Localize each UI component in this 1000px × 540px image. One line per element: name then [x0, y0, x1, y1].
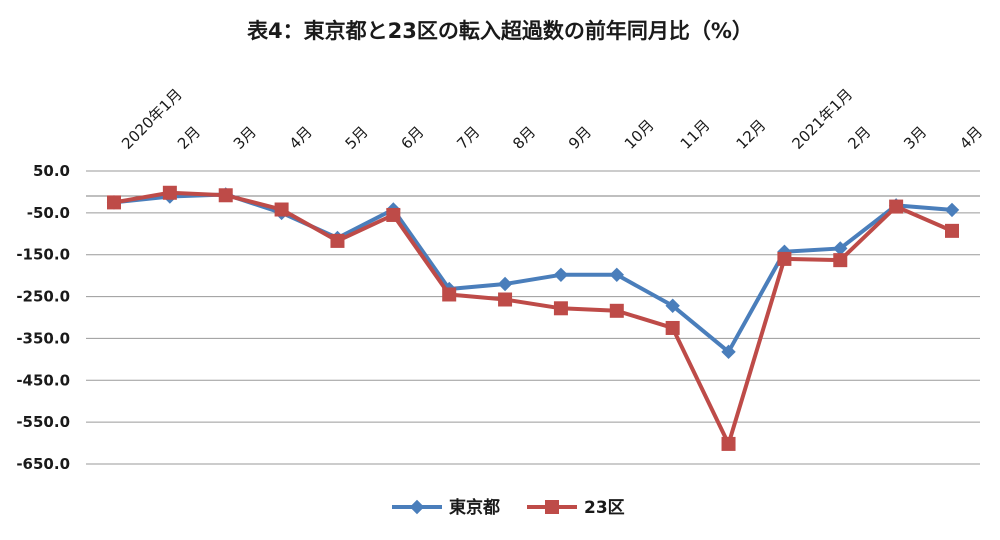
- x-tick-label: 3月: [900, 123, 930, 153]
- y-axis-ticks: 50.0 -50.0 -150.0 -250.0 -350.0 -450.0 -550.0 -…: [16, 162, 70, 473]
- data-point: [330, 233, 345, 248]
- legend-item: 東京都: [392, 497, 500, 518]
- data-point: [665, 320, 680, 335]
- y-tick-label: -150.0: [16, 246, 70, 264]
- legend-marker: [409, 499, 425, 515]
- x-tick-label: 7月: [453, 123, 483, 153]
- data-point: [777, 251, 792, 266]
- series-line: [113, 192, 953, 354]
- series-line: [113, 190, 953, 446]
- data-point: [721, 344, 736, 360]
- data-point: [442, 287, 457, 302]
- data-point: [498, 292, 513, 307]
- legend-marker: [545, 500, 559, 514]
- x-tick-label: 10月: [621, 116, 658, 153]
- data-point: [274, 202, 289, 217]
- data-point: [944, 202, 960, 218]
- series-layer: [106, 185, 960, 451]
- data-point: [386, 207, 401, 222]
- data-point: [609, 303, 624, 318]
- data-point: [497, 276, 513, 292]
- x-tick-label: 8月: [509, 123, 539, 153]
- data-point: [553, 267, 569, 283]
- y-tick-label: -250.0: [16, 288, 70, 306]
- data-point: [945, 223, 959, 238]
- x-tick-label: 2月: [844, 123, 874, 153]
- y-tick-label: -650.0: [16, 455, 70, 473]
- legend: 東京都 23区: [392, 497, 625, 518]
- data-point: [665, 298, 680, 313]
- y-tick-label: -550.0: [16, 413, 70, 431]
- data-point: [889, 199, 904, 214]
- x-tick-label: 3月: [230, 123, 260, 153]
- y-tick-label: 50.0: [33, 162, 70, 180]
- x-tick-label: 11月: [677, 116, 714, 153]
- y-tick-label: -50.0: [27, 204, 70, 222]
- x-tick-label: 9月: [565, 123, 595, 153]
- y-tick-label: -350.0: [16, 329, 70, 347]
- series-1: [106, 187, 960, 360]
- data-point: [162, 185, 177, 200]
- grid-lines: [86, 170, 980, 465]
- chart-title: 表4：東京都と23区の転入超過数の前年同月比（%）: [247, 19, 753, 43]
- series-2: [107, 185, 959, 451]
- data-point: [218, 188, 233, 203]
- x-tick-label: 2月: [174, 123, 204, 153]
- x-tick-label: 4月: [956, 123, 986, 153]
- legend-label: 23区: [584, 498, 625, 518]
- data-point: [833, 253, 848, 268]
- data-point: [609, 267, 625, 283]
- data-point: [721, 436, 736, 451]
- x-tick-label: 4月: [286, 123, 316, 153]
- x-tick-label: 6月: [397, 123, 427, 153]
- data-point: [553, 301, 568, 316]
- legend-label: 東京都: [449, 497, 500, 518]
- legend-item: 23区: [527, 498, 625, 518]
- x-tick-label: 5月: [342, 123, 372, 153]
- x-tick-label: 12月: [733, 116, 770, 153]
- data-point: [107, 195, 121, 210]
- y-tick-label: -450.0: [16, 371, 70, 389]
